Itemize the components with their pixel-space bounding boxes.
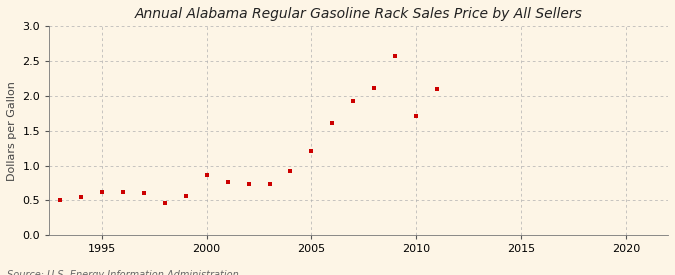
- Point: [222, 179, 233, 184]
- Title: Annual Alabama Regular Gasoline Rack Sales Price by All Sellers: Annual Alabama Regular Gasoline Rack Sal…: [135, 7, 583, 21]
- Y-axis label: Dollars per Gallon: Dollars per Gallon: [7, 81, 17, 181]
- Text: Source: U.S. Energy Information Administration: Source: U.S. Energy Information Administ…: [7, 271, 238, 275]
- Point: [306, 149, 317, 153]
- Point: [411, 114, 422, 118]
- Point: [55, 198, 65, 203]
- Point: [369, 85, 380, 90]
- Point: [432, 87, 443, 91]
- Point: [159, 200, 170, 205]
- Point: [76, 195, 86, 199]
- Point: [264, 182, 275, 186]
- Point: [201, 172, 212, 177]
- Point: [138, 191, 149, 196]
- Point: [285, 169, 296, 173]
- Point: [180, 193, 191, 198]
- Point: [327, 121, 338, 125]
- Point: [243, 182, 254, 186]
- Point: [390, 53, 401, 58]
- Point: [97, 190, 107, 194]
- Point: [117, 190, 128, 194]
- Point: [348, 99, 359, 103]
